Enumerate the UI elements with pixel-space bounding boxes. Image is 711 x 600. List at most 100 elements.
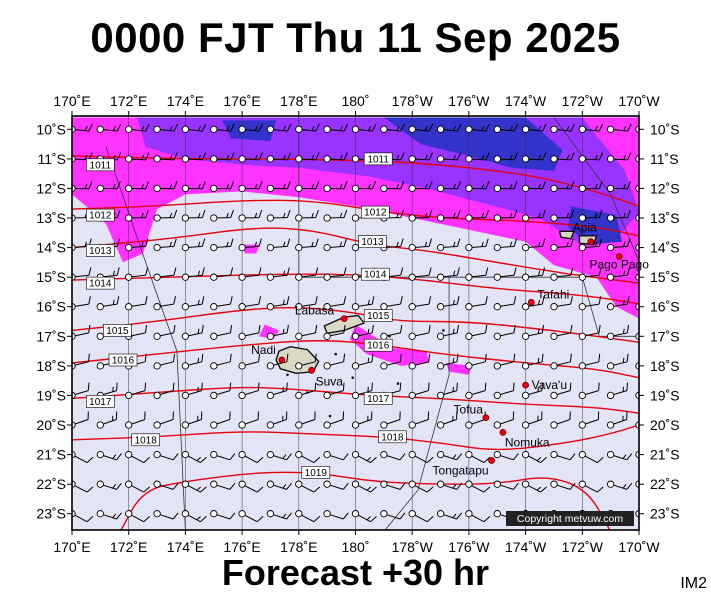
- wind-station: [323, 480, 331, 488]
- wind-barb: [578, 353, 601, 370]
- wind-shaft: [330, 274, 345, 278]
- wind-shaft: [500, 129, 515, 132]
- wind-half-feather: [538, 241, 541, 247]
- wind-barb: [578, 324, 601, 340]
- wind-feather: [258, 181, 263, 189]
- wind-barb: [125, 296, 148, 311]
- wind-half-feather: [594, 125, 598, 131]
- wind-feather: [286, 353, 289, 362]
- wind-feather: [143, 486, 151, 493]
- wind-shaft: [216, 129, 231, 132]
- wind-shaft: [556, 455, 571, 461]
- wind-feather: [598, 382, 600, 391]
- wind-barb: [521, 296, 545, 311]
- wind-barb: [408, 209, 433, 222]
- wind-station: [210, 243, 218, 252]
- wind-barb: [465, 238, 489, 252]
- wind-shaft: [414, 485, 428, 493]
- wind-station: [351, 391, 360, 400]
- wind-station: [465, 421, 473, 429]
- isobar-label-text: 1017: [89, 397, 112, 408]
- wind-barb: [125, 267, 149, 281]
- wind-shaft: [585, 419, 599, 425]
- wind-station: [465, 273, 473, 281]
- wind-half-feather: [112, 483, 117, 489]
- wind-station: [181, 391, 190, 400]
- wind-barb: [521, 238, 546, 252]
- wind-station: [436, 480, 445, 488]
- wind-station: [153, 214, 161, 222]
- wind-barb: [550, 353, 572, 370]
- wind-half-feather: [623, 125, 627, 131]
- wind-feather: [626, 353, 629, 362]
- wind-shaft: [613, 419, 627, 425]
- wind-station: [125, 480, 133, 488]
- wind-barb: [436, 353, 459, 370]
- wind-station: [323, 214, 331, 222]
- wind-barb: [295, 296, 318, 311]
- wind-feather: [230, 123, 235, 132]
- wind-station: [323, 421, 331, 429]
- wind-station: [550, 303, 558, 311]
- wind-shaft: [74, 455, 88, 464]
- wind-barb: [266, 181, 291, 193]
- wind-half-feather: [311, 125, 315, 131]
- lon-label-bottom: 180˚: [341, 539, 369, 555]
- wind-barb: [521, 123, 547, 133]
- wind-station: [521, 273, 530, 281]
- wind-feather: [145, 123, 150, 132]
- wind-shaft: [131, 158, 146, 161]
- wind-barb: [606, 296, 630, 311]
- isobar-label-text: 1011: [90, 160, 112, 171]
- wind-barb: [606, 353, 629, 370]
- wind-feather: [173, 267, 177, 276]
- wind-station: [210, 273, 218, 281]
- wind-barb: [210, 296, 233, 311]
- wind-station: [153, 273, 161, 281]
- wind-feather: [371, 353, 374, 362]
- wind-station: [436, 214, 445, 222]
- wind-feather: [256, 516, 264, 523]
- wind-feather: [598, 181, 603, 189]
- wind-station: [550, 273, 558, 281]
- wind-feather: [428, 324, 431, 333]
- wind-barb: [238, 324, 261, 340]
- wind-station: [550, 332, 558, 340]
- wind-station: [351, 214, 360, 222]
- wind-barb: [153, 152, 178, 163]
- wind-shaft: [613, 390, 628, 395]
- wind-station: [295, 214, 303, 222]
- wind-half-feather: [197, 299, 200, 305]
- wind-feather: [400, 238, 404, 247]
- wind-shaft: [330, 514, 344, 520]
- wind-station: [493, 510, 501, 518]
- wind-station: [210, 450, 218, 459]
- wind-half-feather: [481, 154, 485, 160]
- wind-feather: [400, 123, 405, 132]
- wind-station: [550, 362, 558, 370]
- wind-barb: [351, 510, 377, 523]
- wind-station: [493, 303, 501, 311]
- wind-feather: [144, 353, 147, 362]
- wind-feather: [201, 209, 206, 218]
- wind-shaft: [443, 274, 458, 278]
- place-label: Vava'u: [532, 378, 567, 392]
- wind-barb: [408, 324, 431, 340]
- wind-feather: [626, 296, 630, 305]
- wind-feather: [483, 516, 491, 523]
- wind-shaft: [415, 361, 429, 366]
- wind-half-feather: [367, 125, 372, 131]
- wind-barb: [153, 382, 175, 400]
- wind-station: [323, 125, 331, 133]
- wind-shaft: [556, 332, 571, 337]
- lat-label-right: 12˚S: [650, 180, 680, 196]
- wind-feather: [342, 512, 349, 520]
- isobar-label-text: 1015: [367, 311, 390, 322]
- wind-half-feather: [112, 183, 116, 189]
- wind-half-feather: [594, 183, 598, 189]
- wind-station: [436, 155, 445, 163]
- wind-station: [578, 214, 586, 222]
- wind-station: [521, 243, 530, 252]
- wind-shaft: [585, 390, 599, 395]
- wind-feather: [343, 324, 346, 333]
